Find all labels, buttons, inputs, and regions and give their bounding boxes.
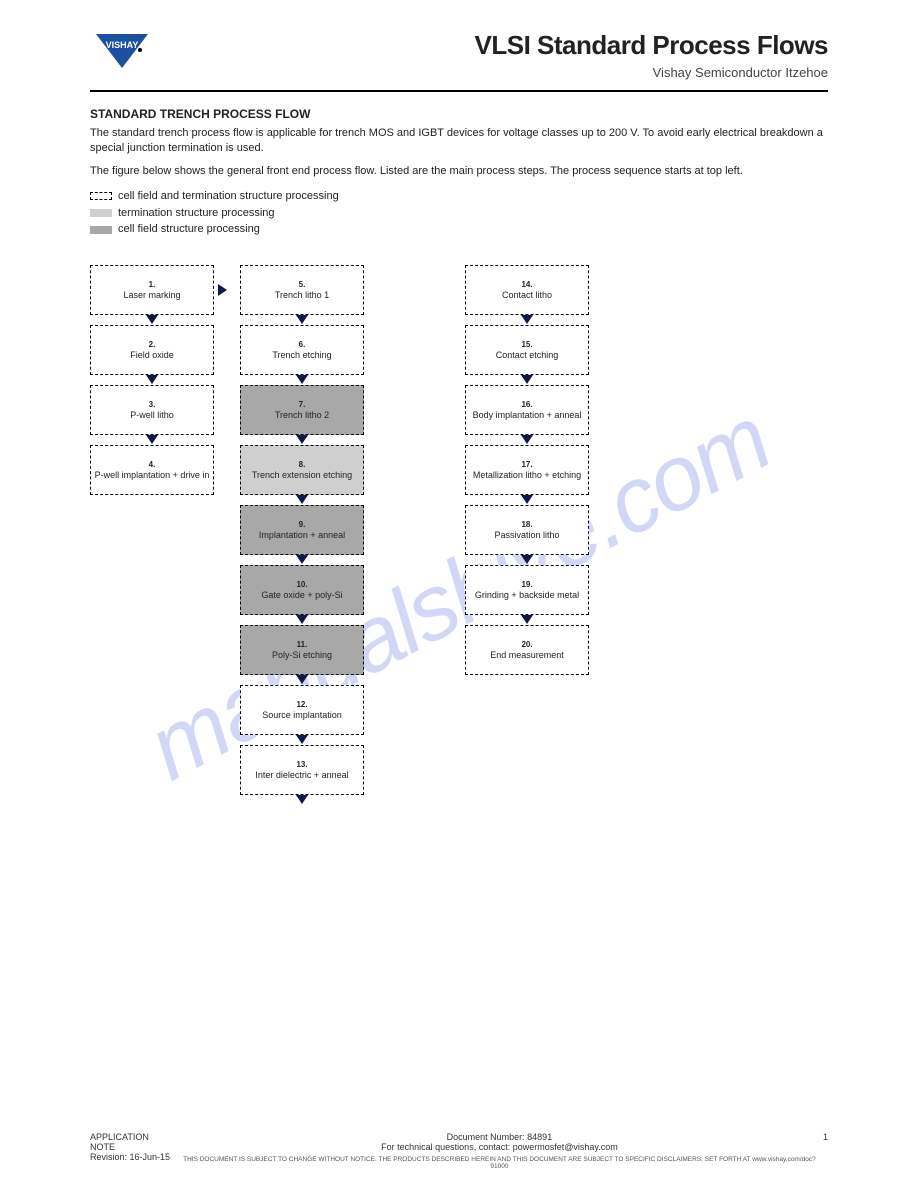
- flow-step: 9.Implantation + anneal: [240, 505, 364, 555]
- intro-p1: The standard trench process flow is appl…: [90, 126, 828, 156]
- flow-step: 14.Contact litho: [465, 265, 589, 315]
- flow-step: 12.Source implantation: [240, 685, 364, 735]
- svg-text:VISHAY: VISHAY: [106, 40, 139, 50]
- legend: cell field and termination structure pro…: [90, 189, 828, 238]
- flow-arrow-down: [146, 315, 158, 324]
- flow-step: 8.Trench extension etching: [240, 445, 364, 495]
- flow-step: 15.Contact etching: [465, 325, 589, 375]
- footer-left-1: APPLICATION NOTE: [90, 1132, 176, 1152]
- page-title: VLSI Standard Process Flows: [475, 30, 829, 61]
- flow-arrow-down: [296, 675, 308, 684]
- flow-arrow-down: [521, 615, 533, 624]
- flow-step: 4.P-well implantation + drive in: [90, 445, 214, 495]
- flow-step: 16.Body implantation + anneal: [465, 385, 589, 435]
- flow-step: 3.P-well litho: [90, 385, 214, 435]
- flow-step: 20.End measurement: [465, 625, 589, 675]
- flow-step: 10.Gate oxide + poly-Si: [240, 565, 364, 615]
- flow-step: 6.Trench etching: [240, 325, 364, 375]
- legend-dark: cell field structure processing: [118, 223, 260, 235]
- flow-step: 19.Grinding + backside metal: [465, 565, 589, 615]
- footer-right-2: For technical questions, contact: powerm…: [176, 1142, 823, 1152]
- flow-arrow-down: [521, 375, 533, 384]
- section-heading: STANDARD TRENCH PROCESS FLOW: [90, 106, 828, 122]
- flow-arrow-down: [296, 735, 308, 744]
- footer-mid: Document Number: 84891: [176, 1132, 823, 1142]
- flow-arrow-down: [296, 435, 308, 444]
- flow-arrow-down: [296, 795, 308, 804]
- flow-step: 2.Field oxide: [90, 325, 214, 375]
- footer-left-2: Revision: 16-Jun-15: [90, 1152, 176, 1162]
- flow-step: 11.Poly-Si etching: [240, 625, 364, 675]
- flow-step: 17.Metallization litho + etching: [465, 445, 589, 495]
- flow-step: 7.Trench litho 2: [240, 385, 364, 435]
- flow-step: 18.Passivation litho: [465, 505, 589, 555]
- flow-arrow-right: [218, 284, 227, 296]
- flow-arrow-down: [521, 555, 533, 564]
- flow-arrow-down: [521, 315, 533, 324]
- legend-light: termination structure processing: [118, 207, 275, 219]
- flow-arrow-down: [296, 375, 308, 384]
- flow-arrow-down: [521, 435, 533, 444]
- flow-arrow-down: [296, 495, 308, 504]
- flow-arrow-down: [296, 555, 308, 564]
- vishay-logo: VISHAY: [90, 30, 154, 78]
- footer-disclaimer: THIS DOCUMENT IS SUBJECT TO CHANGE WITHO…: [176, 1156, 823, 1170]
- flowchart: 1.Laser marking 2.Field oxide 3.P-well lit…: [90, 245, 828, 1055]
- flow-step: 13.Inter dielectric + anneal: [240, 745, 364, 795]
- page-subtitle: Vishay Semiconductor Itzehoe: [475, 65, 829, 80]
- footer-page: 1: [823, 1132, 828, 1142]
- flow-arrow-down: [146, 375, 158, 384]
- flow-arrow-down: [521, 495, 533, 504]
- flow-arrow-down: [146, 435, 158, 444]
- flow-step: 1.Laser marking: [90, 265, 214, 315]
- flow-arrow-down: [296, 315, 308, 324]
- flow-arrow-down: [296, 615, 308, 624]
- legend-white: cell field and termination structure pro…: [118, 190, 339, 202]
- flow-step: 5.Trench litho 1: [240, 265, 364, 315]
- intro-p2: The figure below shows the general front…: [90, 164, 828, 179]
